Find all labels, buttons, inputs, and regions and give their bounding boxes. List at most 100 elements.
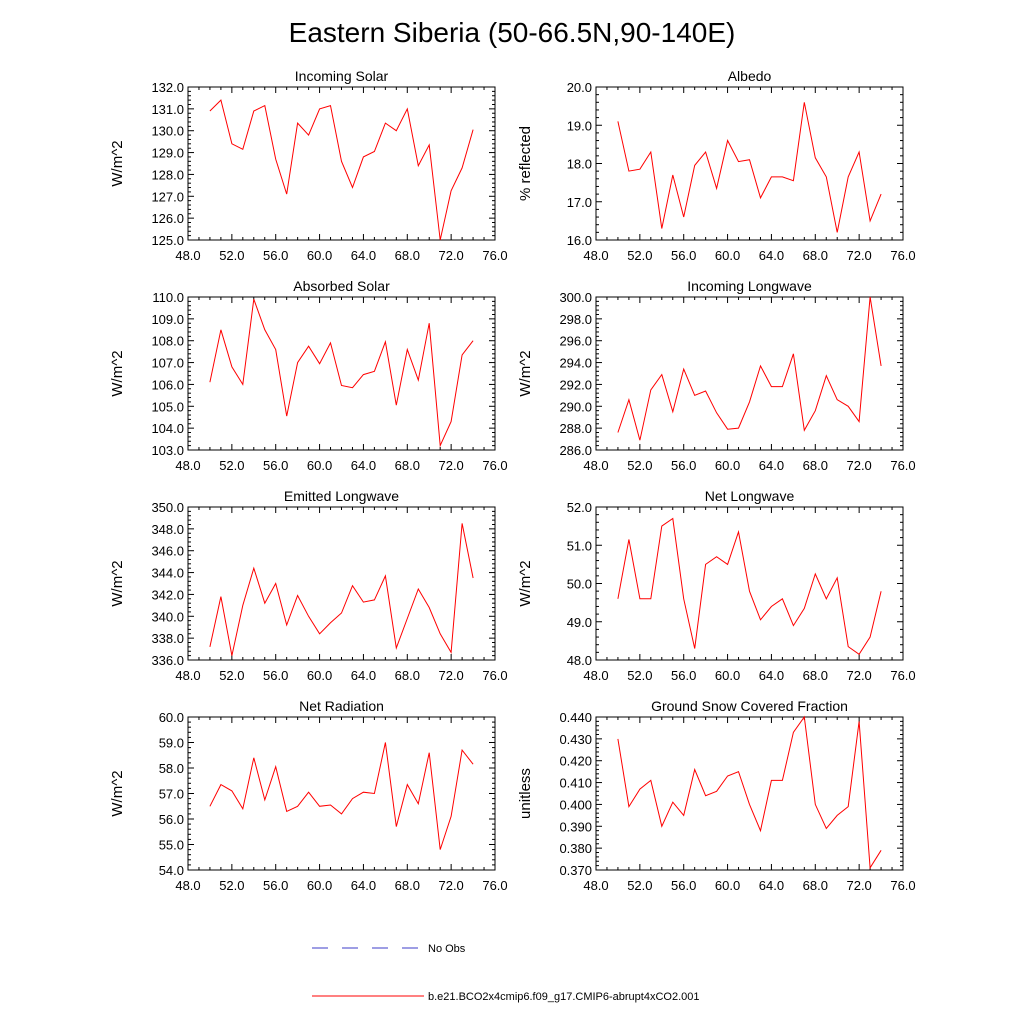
x-tick-label: 48.0 [175, 248, 200, 263]
y-tick-label: 58.0 [159, 761, 184, 776]
x-tick-label: 48.0 [175, 878, 200, 893]
y-tick-label: 340.0 [151, 609, 184, 624]
y-tick-label: 106.0 [151, 377, 184, 392]
figure-title: Eastern Siberia (50-66.5N,90-140E) [289, 17, 736, 48]
x-tick-label: 64.0 [351, 668, 376, 683]
x-tick-label: 76.0 [890, 668, 915, 683]
panel-title: Net Longwave [705, 488, 795, 504]
x-tick-label: 68.0 [803, 458, 828, 473]
y-tick-label: 126.0 [151, 211, 184, 226]
y-tick-label: 342.0 [151, 587, 184, 602]
y-tick-label: 19.0 [567, 118, 592, 133]
panel-title: Incoming Longwave [687, 278, 812, 294]
y-tick-label: 296.0 [559, 334, 592, 349]
panels-group: Incoming Solar 48.0 52.0 56.0 60.0 64.0 68.0 72… [109, 68, 916, 893]
x-tick-label: 48.0 [175, 668, 200, 683]
x-tick-label: 60.0 [715, 458, 740, 473]
panel-6: Net Longwave 48.0 52.0 56.0 60.0 64.0 68.0 72.0… [517, 488, 916, 683]
x-tick-label: 56.0 [671, 668, 696, 683]
y-tick-label: 338.0 [151, 631, 184, 646]
y-tick-label: 0.390 [559, 819, 592, 834]
y-tick-label: 51.0 [567, 538, 592, 553]
y-tick-label: 108.0 [151, 334, 184, 349]
y-axis-label: W/m^2 [517, 350, 534, 396]
x-tick-label: 76.0 [890, 458, 915, 473]
y-axis-label: % reflected [517, 126, 534, 201]
panel-8: Ground Snow Covered Fraction 48.0 52.0 56.0… [517, 698, 916, 893]
x-tick-label: 64.0 [351, 248, 376, 263]
x-tick-label: 60.0 [307, 878, 332, 893]
y-tick-label: 103.0 [151, 443, 184, 458]
y-tick-label: 55.0 [159, 838, 184, 853]
y-axis-label: W/m^2 [517, 560, 534, 606]
x-tick-label: 64.0 [759, 668, 784, 683]
legend-model-label: b.e21.BCO2x4cmip6.f09_g17.CMIP6-abrupt4x… [428, 991, 700, 1003]
x-tick-label: 76.0 [482, 668, 507, 683]
y-tick-label: 130.0 [151, 124, 184, 139]
y-tick-label: 0.440 [559, 710, 592, 725]
x-tick-label: 64.0 [759, 878, 784, 893]
y-tick-label: 17.0 [567, 195, 592, 210]
y-tick-label: 52.0 [567, 500, 592, 515]
x-tick-label: 68.0 [395, 248, 420, 263]
y-tick-label: 105.0 [151, 399, 184, 414]
panel-title: Absorbed Solar [293, 278, 390, 294]
y-axis-label: W/m^2 [109, 350, 126, 396]
y-tick-label: 48.0 [567, 653, 592, 668]
y-tick-label: 16.0 [567, 233, 592, 248]
y-tick-label: 104.0 [151, 421, 184, 436]
x-tick-label: 68.0 [395, 458, 420, 473]
x-tick-label: 60.0 [715, 248, 740, 263]
x-tick-label: 76.0 [482, 458, 507, 473]
y-tick-label: 110.0 [152, 290, 184, 305]
x-tick-label: 52.0 [219, 458, 244, 473]
y-tick-label: 132.0 [151, 80, 184, 95]
x-tick-label: 72.0 [438, 248, 463, 263]
plot-frame [595, 296, 904, 451]
x-tick-label: 52.0 [219, 668, 244, 683]
y-tick-label: 336.0 [151, 653, 184, 668]
x-tick-label: 56.0 [263, 248, 288, 263]
y-tick-label: 292.0 [559, 377, 592, 392]
y-tick-label: 125.0 [151, 233, 184, 248]
y-tick-label: 288.0 [559, 421, 592, 436]
panel-title: Ground Snow Covered Fraction [651, 698, 848, 714]
y-tick-label: 60.0 [159, 710, 184, 725]
x-tick-label: 72.0 [846, 248, 871, 263]
y-tick-label: 109.0 [151, 312, 184, 327]
y-tick-label: 0.420 [559, 754, 592, 769]
x-tick-label: 52.0 [627, 878, 652, 893]
plot-frame [187, 86, 496, 241]
x-tick-label: 48.0 [583, 248, 608, 263]
legend-no-obs-label: No Obs [428, 943, 466, 955]
panel-4: Incoming Longwave 48.0 52.0 56.0 60.0 64.0 68.… [517, 278, 916, 473]
x-tick-label: 56.0 [263, 668, 288, 683]
y-tick-label: 344.0 [151, 566, 184, 581]
series-line-1 [209, 523, 474, 656]
x-tick-label: 76.0 [482, 878, 507, 893]
y-tick-label: 294.0 [559, 356, 592, 371]
series-line-1 [617, 296, 882, 441]
x-tick-label: 68.0 [395, 878, 420, 893]
x-tick-label: 48.0 [583, 458, 608, 473]
x-tick-label: 64.0 [351, 878, 376, 893]
x-tick-label: 60.0 [307, 248, 332, 263]
x-tick-label: 76.0 [482, 248, 507, 263]
x-tick-label: 60.0 [715, 668, 740, 683]
y-tick-label: 0.370 [559, 863, 592, 878]
y-tick-label: 286.0 [559, 443, 592, 458]
panel-3: Absorbed Solar 48.0 52.0 56.0 60.0 64.0 68.0 72… [109, 278, 508, 473]
x-tick-label: 60.0 [307, 458, 332, 473]
y-tick-label: 107.0 [151, 356, 184, 371]
plot-frame [595, 86, 904, 241]
plot-frame [187, 506, 496, 661]
x-tick-label: 76.0 [890, 878, 915, 893]
panel-1: Incoming Solar 48.0 52.0 56.0 60.0 64.0 68.0 72… [109, 68, 508, 263]
series-line-1 [617, 715, 882, 870]
x-tick-label: 56.0 [671, 878, 696, 893]
x-tick-label: 56.0 [671, 458, 696, 473]
x-tick-label: 64.0 [351, 458, 376, 473]
x-tick-label: 52.0 [627, 248, 652, 263]
y-tick-label: 350.0 [151, 500, 184, 515]
